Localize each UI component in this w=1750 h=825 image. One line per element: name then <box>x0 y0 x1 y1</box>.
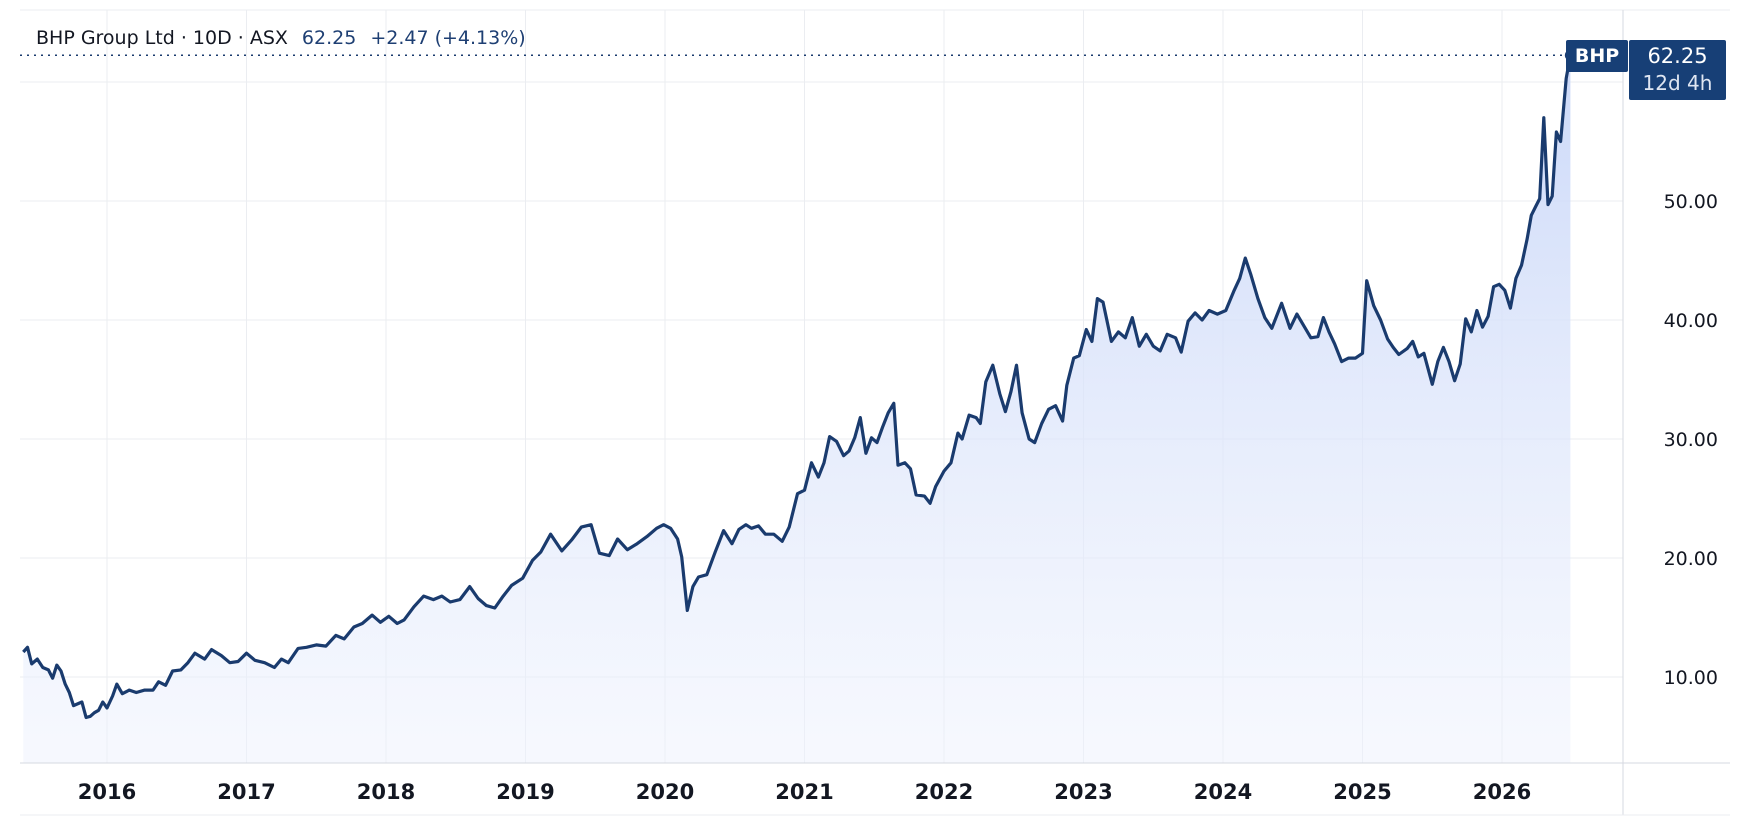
axes <box>20 9 1730 816</box>
bar-countdown: 12d 4h <box>1642 71 1713 95</box>
price-line <box>22 54 1572 720</box>
chart-header: BHP Group Ltd · 10D · ASX 62.25 +2.47 (+… <box>36 27 526 49</box>
price-area <box>20 49 1576 763</box>
x-tick-label: 2022 <box>915 780 973 804</box>
y-tick-label: 50.00 <box>1664 191 1718 213</box>
x-tick-label: 2023 <box>1054 780 1112 804</box>
price-change: +2.47 (+4.13%) <box>370 27 526 49</box>
x-tick-label: 2020 <box>636 780 694 804</box>
price-badge-value: 62.25 <box>1647 44 1708 68</box>
y-tick-label: 40.00 <box>1664 310 1718 332</box>
x-tick-label: 2021 <box>775 780 833 804</box>
x-tick-label: 2026 <box>1473 780 1531 804</box>
y-tick-label: 30.00 <box>1664 429 1718 451</box>
y-tick-label: 20.00 <box>1664 548 1718 570</box>
x-tick-label: 2019 <box>496 780 554 804</box>
area-fill <box>23 55 1571 763</box>
price-badge: 62.25 12d 4h <box>1629 40 1726 100</box>
x-tick-label: 2024 <box>1194 780 1252 804</box>
x-tick-label: 2016 <box>78 780 136 804</box>
symbol-description: BHP Group Ltd · 10D · ASX <box>36 27 288 49</box>
x-tick-label: 2025 <box>1333 780 1391 804</box>
x-tick-label: 2017 <box>217 780 275 804</box>
ticker-badge: BHP <box>1566 40 1628 72</box>
y-tick-label: 10.00 <box>1664 667 1718 689</box>
last-price: 62.25 <box>301 27 357 49</box>
x-tick-label: 2018 <box>357 780 415 804</box>
y-axis-ticks: 10.00 20.00 30.00 40.00 50.00 <box>1664 191 1718 689</box>
x-axis-ticks: 2016 2017 2018 2019 2020 2021 2022 2023 2024 2025… <box>78 780 1531 804</box>
